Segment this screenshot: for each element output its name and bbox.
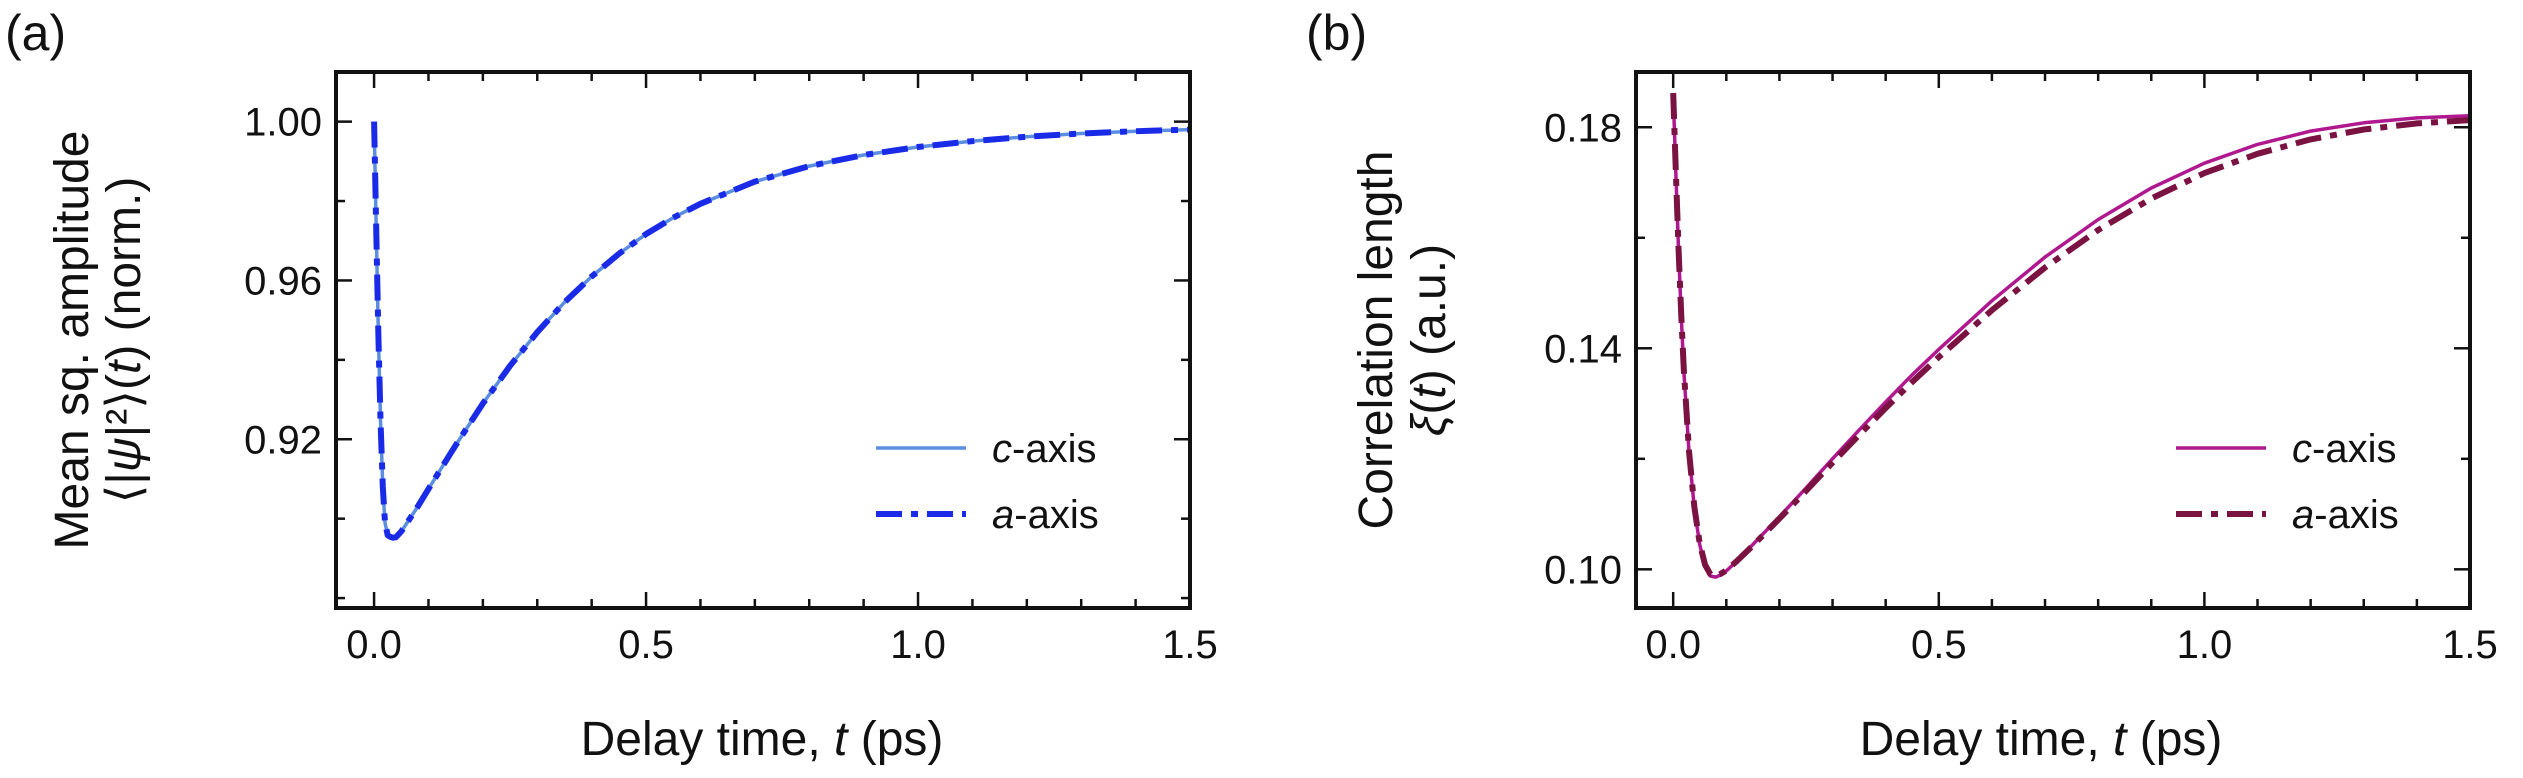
panel-b-ylabel-line2: ξ(t) (a.u.) [1403,244,1456,436]
panel-b: (b) Correlation length ξ(t) (a.u.) Delay… [1306,5,2498,766]
panel-b-label: (b) [1306,5,1367,61]
panel-a-xtick-label: 0.0 [346,623,402,667]
panel-a-ylabel-line2: ⟨|ψ|²⟩(t) (norm.) [98,177,151,504]
panel-a-xlabel: Delay time, t (ps) [581,713,944,766]
panel-a-ylabel-line1: Mean sq. amplitude [46,131,99,550]
panel-b-ytick-label: 0.18 [1544,106,1622,150]
panel-b-ylabel-part-0: ξ [1403,412,1456,436]
panel-a-ylabel-part-0: ⟨| [98,472,151,503]
panel-a-ytick-label: 1.00 [244,101,322,145]
panel-b-ylabel: Correlation length ξ(t) (a.u.) [1350,151,1456,530]
panel-b-ylabel-part-1: ( [1403,399,1456,415]
panel-b-legend: c-axis a-axis [2176,427,2399,537]
panel-b-xtick-label: 0.5 [1911,623,1967,667]
panel-a-xtick-label: 0.5 [618,623,674,667]
panel-a-ytick-label: 0.96 [244,259,322,303]
panel-a: (a) Mean sq. amplitude ⟨|ψ|²⟩(t) (norm.)… [5,5,1218,766]
panel-a-xlabel-part-2: (ps) [847,713,943,766]
panel-a-ytick-label: 0.92 [244,418,322,462]
panel-b-series-a-axis [1670,92,2470,579]
panel-b-xtick-label: 0.0 [1645,623,1701,667]
panel-a-plot-area: 0.0 0.5 1.0 1.5 0.92 0.96 1.00 c-axis a-axis [244,70,1218,667]
panel-b-ylabel-part-2: t [1403,384,1456,399]
panel-a-legend-label-c-axis: c-axis [992,427,1096,471]
panel-b-ytick-label: 0.10 [1544,548,1622,592]
panel-a-label: (a) [5,5,66,61]
panel-b-frame [1634,70,2472,610]
panel-b-legend-label-c-axis: c-axis [2292,427,2396,471]
panel-a-series-a-axis [371,121,1190,541]
panel-a-xtick-label: 1.0 [890,623,946,667]
panel-a-series-c-axis [372,121,1190,540]
panel-a-ylabel-part-2: |²⟩( [98,374,151,437]
panel-b-xlabel: Delay time, t (ps) [1860,713,2223,766]
panel-a-ylabel-part-1: ψ [98,437,151,472]
panel-a-xlabel-part-0: Delay time, [581,713,834,766]
panel-a-xtick-label: 1.5 [1162,623,1218,667]
panel-b-xtick-label: 1.5 [2442,623,2498,667]
panel-a-legend-label-a-axis: a-axis [992,493,1099,537]
panel-b-xlabel-part-0: Delay time, [1860,713,2113,766]
panel-b-ytick-label: 0.14 [1544,327,1622,371]
panel-b-xtick-label: 1.0 [2177,623,2233,667]
panel-b-plot-area: 0.0 0.5 1.0 1.5 0.10 0.14 0.18 c-axis a-axis [1544,70,2498,667]
panel-b-xlabel-part-2: (ps) [2126,713,2222,766]
panel-a-ylabel: Mean sq. amplitude ⟨|ψ|²⟩(t) (norm.) [46,131,151,550]
panel-a-xlabel-part-1: t [834,713,849,766]
panel-a-legend: c-axis a-axis [876,427,1099,537]
panel-b-xlabel-part-1: t [2113,713,2128,766]
panel-a-ylabel-part-3: t [98,359,151,374]
panel-b-ylabel-line1: Correlation length [1350,151,1403,530]
panel-a-ylabel-part-4: ) (norm.) [98,177,151,361]
panel-b-ylabel-part-3: ) (a.u.) [1403,244,1456,385]
panel-b-legend-label-a-axis: a-axis [2292,493,2399,537]
panel-a-frame [334,70,1192,610]
